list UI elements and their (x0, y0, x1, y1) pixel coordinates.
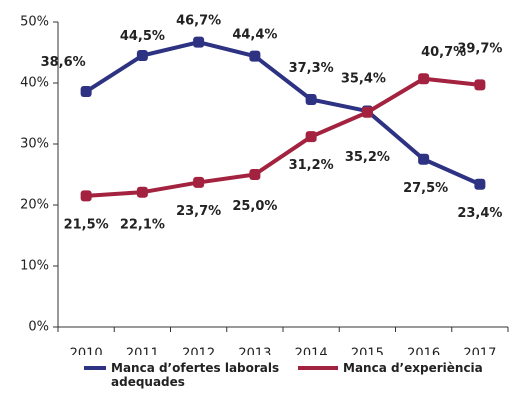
point (305, 93, 317, 105)
data-label: 38,6% (41, 55, 86, 70)
point (80, 190, 92, 202)
series-line (85, 76, 481, 198)
legend-swatch (84, 366, 106, 370)
y-tick-label: 50% (20, 15, 49, 30)
point (249, 50, 261, 62)
legend-label: Manca d’experiència (343, 361, 483, 375)
x-tick-label: 2014 (295, 347, 328, 356)
data-label: 23,4% (457, 206, 502, 221)
point (193, 176, 205, 188)
data-label: 35,2% (345, 150, 390, 165)
point (474, 79, 486, 91)
point (305, 131, 317, 143)
data-label: 27,5% (403, 181, 448, 196)
point (80, 86, 92, 98)
x-tick-label: 2010 (70, 347, 103, 356)
point (136, 50, 148, 62)
y-tick-label: 20% (20, 198, 49, 213)
legend-label: Manca d’ofertes laborals adequades (111, 361, 280, 389)
point (361, 106, 373, 118)
data-label: 22,1% (120, 218, 165, 233)
legend-item: Manca d’ofertes laborals adequades (84, 361, 299, 389)
data-label: 23,7% (176, 204, 221, 219)
x-tick-label: 2012 (182, 347, 215, 356)
point (418, 73, 430, 85)
x-tick-label: 2016 (407, 347, 440, 356)
data-label: 21,5% (64, 217, 109, 232)
data-label: 31,2% (289, 158, 334, 173)
y-tick-label: 30% (20, 137, 49, 152)
data-label: 40,7% (421, 45, 466, 60)
chart: 0% 10% 20% 30% 40% 50% 2010 2011 2012 2013 2014 201… (20, 14, 509, 356)
legend-item: Manca d’experiència (298, 361, 508, 375)
point (418, 153, 430, 165)
x-tick-label: 2015 (351, 347, 384, 356)
point (136, 186, 148, 198)
x-tick-label: 2011 (126, 347, 159, 356)
data-label: 46,7% (176, 14, 221, 29)
legend-swatch (298, 366, 338, 370)
data-label: 25,0% (232, 199, 277, 214)
y-tick-label: 0% (28, 320, 49, 335)
y-tick-label: 10% (20, 259, 49, 274)
data-label: 44,5% (120, 29, 165, 44)
data-label: 44,4% (232, 28, 277, 43)
data-label: 37,3% (289, 61, 334, 76)
point (474, 178, 486, 190)
point (249, 169, 261, 180)
data-label: 35,4% (341, 72, 386, 87)
series-line (85, 40, 481, 187)
data-label: 39,7% (457, 41, 502, 56)
x-tick-label: 2013 (238, 347, 271, 356)
point (193, 36, 205, 48)
y-tick-label: 40% (20, 76, 49, 91)
x-tick-label: 2017 (463, 347, 496, 356)
